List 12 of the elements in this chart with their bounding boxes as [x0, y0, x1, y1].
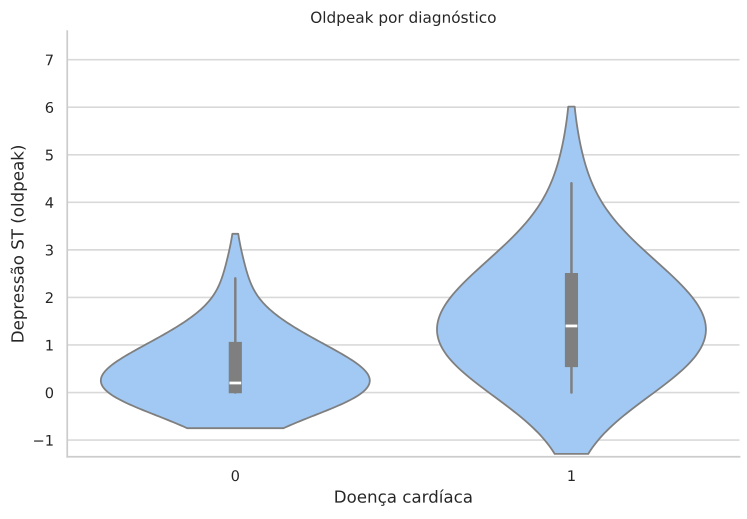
- y-tick-label: 6: [46, 102, 54, 113]
- y-axis-title: Depressão ST (oldpeak): [10, 146, 27, 342]
- y-tick-label: −1: [34, 434, 53, 446]
- y-tick-label: 3: [46, 244, 53, 256]
- y-tick-label: 4: [45, 197, 54, 208]
- y-tick-label: 5: [46, 150, 53, 161]
- y-tick-label: 2: [46, 292, 53, 303]
- y-tick-label: 1: [46, 340, 53, 351]
- y-tick-label: 7: [46, 54, 53, 66]
- chart-title: Oldpeak por diagnóstico: [311, 10, 496, 26]
- y-tick-label: 0: [46, 387, 54, 398]
- x-axis-title: Doença cardíaca: [335, 489, 472, 506]
